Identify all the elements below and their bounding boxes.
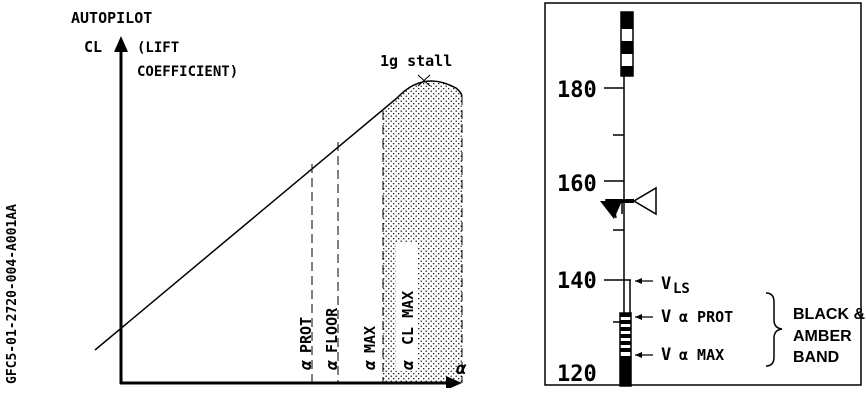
tick-label-120: 120 xyxy=(557,362,597,387)
document-id: GFC5-01-2720-004-A001AA xyxy=(5,204,20,384)
tick-label-140: 140 xyxy=(557,269,597,294)
chart-header: AUTOPILOT xyxy=(71,9,152,27)
speed-tape-frame xyxy=(544,2,862,386)
vls-arrowhead xyxy=(635,278,642,284)
band-stripe xyxy=(620,320,631,324)
alpha-symbol: α xyxy=(398,360,417,370)
band-stripe xyxy=(620,341,631,345)
target-speed-triangle-icon xyxy=(632,186,657,216)
alpha-max-subscript: α MAX xyxy=(679,346,724,364)
alpha-prot-text: PROT xyxy=(297,317,315,353)
v-alpha-prot-label: V α PROT xyxy=(661,307,733,327)
band-stripe xyxy=(620,348,631,352)
v-alpha-max-label: V α MAX xyxy=(661,345,724,365)
v-symbol: V xyxy=(661,307,671,327)
alpha-prot-subscript: α PROT xyxy=(679,308,733,326)
band-label-line3: BAND xyxy=(793,349,839,366)
alpha-floor-text: FLOOR xyxy=(323,307,341,353)
band-stripe xyxy=(620,313,631,317)
tick-label-160: 160 xyxy=(557,172,597,197)
v-symbol: V xyxy=(661,274,671,294)
vls-label: V LS xyxy=(661,274,690,297)
vls-subscript: LS xyxy=(673,281,690,297)
vmax-band-stripe xyxy=(621,12,633,29)
band-label-line1: BLACK & xyxy=(793,306,865,323)
stall-region xyxy=(383,80,462,384)
vmax-band-stripe xyxy=(621,66,633,76)
alpha-symbol: α xyxy=(322,360,341,370)
v-alpha-max-arrowhead xyxy=(635,352,642,358)
vmax-band-stripe xyxy=(621,41,633,54)
y-axis-arrow-icon xyxy=(114,36,128,52)
alpha-prot-label: α PROT xyxy=(296,317,315,370)
y-axis-description-line2: COEFFICIENT) xyxy=(137,64,238,80)
alpha-cl-max-text: CL MAX xyxy=(399,291,417,345)
stall-label: 1g stall xyxy=(380,52,452,70)
x-axis-arrow-icon xyxy=(446,376,462,390)
lift-curve-chart: AUTOPILOT CL (LIFT COEFFICIENT) 1g stall… xyxy=(71,9,467,390)
lift-curve xyxy=(94,80,463,351)
x-axis-symbol: α xyxy=(456,359,467,379)
speed-trend-marker xyxy=(600,201,622,219)
band-brace-icon xyxy=(765,292,783,367)
alpha-cl-max-label: α CL MAX xyxy=(398,291,417,370)
tick-label-180: 180 xyxy=(557,78,597,103)
alpha-max-text: MAX xyxy=(361,326,379,353)
alpha-floor-label: α FLOOR xyxy=(322,307,341,370)
speed-tape: 180 160 140 120 V LS V xyxy=(544,2,865,387)
v-alpha-prot-arrowhead xyxy=(635,314,642,320)
alpha-max-band xyxy=(620,356,631,386)
y-axis-description-line1: (LIFT xyxy=(137,40,179,56)
band-stripe xyxy=(620,334,631,338)
y-axis-symbol: CL xyxy=(84,38,102,56)
v-symbol: V xyxy=(661,345,671,365)
alpha-symbol: α xyxy=(360,360,379,370)
alpha-cl-max-label-bg xyxy=(396,243,418,371)
band-label-line2: AMBER xyxy=(793,328,852,345)
alpha-max-label: α MAX xyxy=(360,326,379,370)
band-stripe xyxy=(620,327,631,331)
alpha-symbol: α xyxy=(296,360,315,370)
stall-point-icon xyxy=(417,74,431,87)
